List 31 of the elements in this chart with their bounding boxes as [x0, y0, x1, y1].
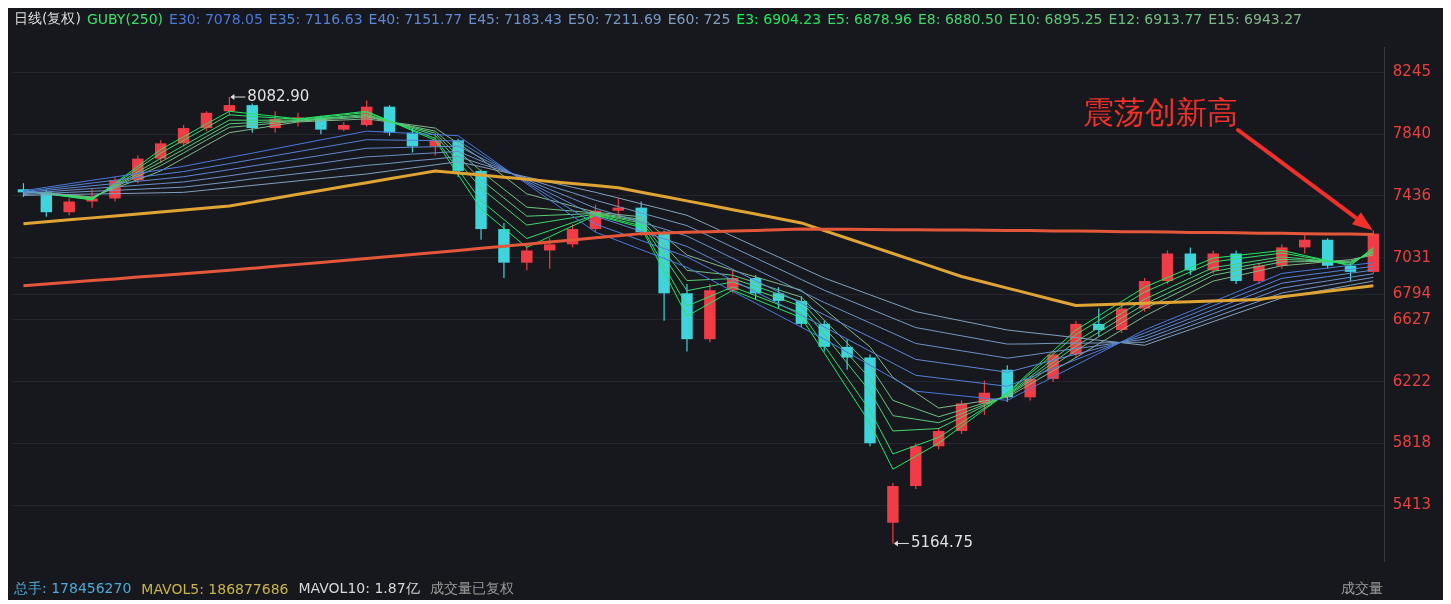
- text: E3: 6904.23: [736, 11, 822, 27]
- text: 总手: 178456270: [14, 580, 132, 598]
- y-tick-label: 8245: [1392, 62, 1432, 81]
- text: E45: 7183.43: [468, 11, 563, 27]
- text: E60: 725: [667, 11, 731, 27]
- y-tick-label: 5413: [1392, 495, 1432, 514]
- text: MAVOL5: 186877686: [141, 581, 289, 597]
- annotation: 5164.75: [910, 533, 973, 552]
- annotation: 震荡创新高: [1083, 93, 1239, 132]
- text: MAVOL10: 1.87亿: [298, 580, 420, 598]
- text: E40: 7151.77: [368, 11, 463, 27]
- y-tick-label: 5818: [1392, 433, 1432, 452]
- chart-subtitle: GUBY(250): [86, 11, 164, 27]
- text: 成交量: [1341, 580, 1384, 598]
- text: E50: 7211.69: [568, 11, 662, 27]
- text: E12: 6913.77: [1108, 11, 1203, 27]
- y-tick-label: 6627: [1392, 309, 1432, 328]
- text: E10: 6895.25: [1008, 11, 1103, 27]
- annotation: 8082.90: [247, 86, 310, 105]
- text: 成交量已复权: [429, 580, 514, 598]
- text: E15: 6943.27: [1208, 11, 1302, 27]
- y-tick-label: 6794: [1392, 284, 1432, 303]
- chart-title: 日线(复权): [14, 10, 81, 28]
- y-tick-label: 7031: [1392, 247, 1432, 266]
- text: E35: 7116.63: [268, 11, 363, 27]
- text: E5: 6878.96: [827, 11, 912, 27]
- text: E30: 7078.05: [169, 11, 263, 27]
- y-tick-label: 6222: [1392, 371, 1432, 390]
- y-tick-label: 7840: [1392, 124, 1432, 143]
- y-tick-label: 7436: [1392, 185, 1432, 204]
- text: E8: 6880.50: [917, 11, 1003, 27]
